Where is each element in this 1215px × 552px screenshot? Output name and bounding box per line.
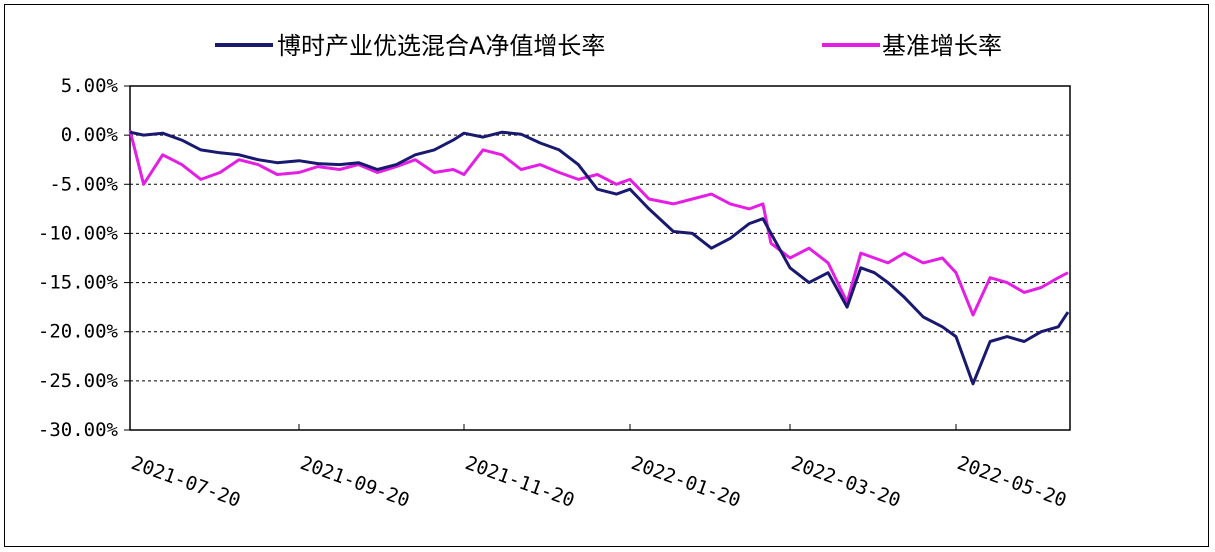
y-tick-label: 5.00% xyxy=(61,75,119,97)
y-tick-label: -15.00% xyxy=(38,272,119,294)
y-tick-label: -20.00% xyxy=(38,321,119,343)
chart-frame xyxy=(4,4,1209,547)
series-lines xyxy=(128,129,1070,386)
series-line-0 xyxy=(129,130,1070,386)
y-tick-label: -30.00% xyxy=(38,419,119,441)
plot-area xyxy=(129,85,1071,431)
y-axis: 5.00% 0.00% -5.00% -10.00% -15.00% -20.00% -25… xyxy=(38,75,130,441)
gridlines xyxy=(130,134,1070,382)
y-tick-label: 0.00% xyxy=(61,124,119,146)
x-tick-label: 2022-01-20 xyxy=(628,452,743,512)
x-axis: 2021-07-20 2021-09-20 2021-11-20 2022-01-20… xyxy=(128,424,1069,512)
legend: 博时产业优选混合A净值增长率 基准增长率 xyxy=(215,32,1002,60)
legend-label-1: 基准增长率 xyxy=(882,32,1002,60)
x-tick-label: 2022-05-20 xyxy=(954,452,1069,512)
x-tick-label: 2022-03-20 xyxy=(788,452,903,512)
series-line-1 xyxy=(128,129,1069,317)
legend-label-0: 博时产业优选混合A净值增长率 xyxy=(277,32,605,60)
y-tick-label: -25.00% xyxy=(38,370,119,392)
x-tick-label: 2021-11-20 xyxy=(462,452,577,512)
x-tick-label: 2021-07-20 xyxy=(128,452,243,512)
y-tick-label: -5.00% xyxy=(49,173,118,195)
x-tick-label: 2021-09-20 xyxy=(297,452,412,512)
y-tick-label: -10.00% xyxy=(38,222,119,244)
